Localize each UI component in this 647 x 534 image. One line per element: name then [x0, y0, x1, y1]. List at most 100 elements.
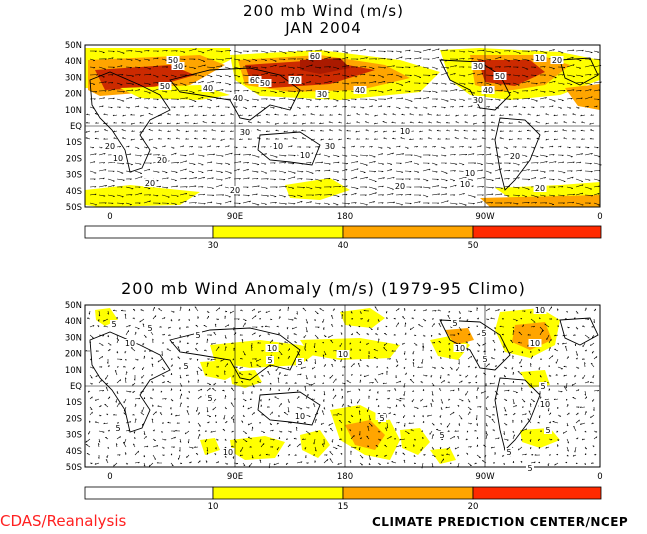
contour-label: 10 — [300, 151, 310, 160]
wind-vector-head — [379, 422, 381, 424]
wind-vector-head — [345, 168, 348, 171]
wind-vector-head — [579, 406, 582, 408]
wind-vector — [359, 106, 365, 109]
wind-vector-head — [445, 187, 448, 189]
wind-vector-head — [314, 376, 316, 379]
wind-vector-head — [159, 185, 162, 188]
wind-vector-head — [581, 192, 584, 195]
wind-vector-head — [157, 50, 159, 53]
wind-vector-head — [349, 459, 352, 462]
wind-vector-head — [103, 325, 106, 327]
contour-label: 40 — [483, 86, 493, 95]
wind-vector-head — [408, 49, 411, 52]
contour-label-bg — [480, 329, 488, 337]
wind-vector-head — [292, 163, 295, 165]
wind-vector — [224, 57, 232, 60]
wind-vector-head — [221, 89, 224, 91]
wind-vector-head — [554, 130, 556, 133]
wind-vector-head — [270, 387, 272, 390]
wind-vector — [359, 146, 365, 148]
wind-vector-head — [577, 437, 579, 440]
wind-vector — [403, 382, 406, 388]
wind-vector — [530, 325, 535, 328]
wind-vector-head — [310, 383, 313, 386]
wind-vector — [584, 390, 587, 396]
wind-vector-head — [336, 50, 339, 53]
wind-vector-head — [367, 425, 369, 428]
wind-vector-head — [453, 334, 456, 336]
wind-vector-head — [585, 349, 587, 352]
wind-vector-head — [220, 179, 223, 181]
wind-vector-head — [412, 359, 414, 361]
wind-vector-head — [540, 358, 543, 361]
wind-vector-head — [536, 137, 539, 140]
wind-vector — [458, 162, 465, 165]
wind-vector-head — [130, 50, 133, 52]
wind-vector-head — [573, 334, 575, 336]
wind-vector — [518, 331, 523, 336]
wind-vector — [141, 406, 145, 413]
wind-vector-head — [259, 421, 261, 424]
wind-vector-head — [390, 436, 392, 438]
wind-vector — [575, 66, 581, 69]
wind-vector — [566, 74, 575, 77]
wind-vector-head — [188, 391, 190, 393]
wind-vector — [490, 318, 496, 320]
wind-vector — [251, 170, 259, 173]
wind-vector-head — [537, 421, 540, 424]
wind-vector-head — [280, 353, 283, 355]
wind-vector-head — [346, 137, 349, 139]
wind-vector — [260, 106, 266, 109]
wind-vector — [305, 58, 314, 62]
wind-vector-head — [133, 443, 135, 445]
wind-vector-head — [585, 448, 587, 450]
wind-vector — [386, 169, 392, 172]
wind-vector — [116, 379, 121, 384]
wind-vector-head — [449, 462, 452, 465]
wind-vector-head — [101, 356, 103, 358]
wind-vector-head — [144, 355, 146, 358]
wind-vector — [509, 350, 514, 354]
wind-vector — [224, 194, 231, 198]
wind-vector-head — [166, 122, 169, 125]
wind-vector — [89, 193, 97, 196]
wind-vector-head — [478, 333, 481, 336]
wind-vector-head — [247, 50, 249, 53]
wind-vector-head — [336, 414, 339, 416]
wind-vector — [260, 186, 268, 189]
wind-vector-head — [120, 58, 123, 61]
wind-vector — [458, 176, 467, 180]
wind-vector-head — [392, 81, 394, 84]
wind-vector-head — [301, 171, 304, 173]
wind-vector-head — [229, 177, 231, 179]
contour-label-bg — [171, 62, 185, 70]
wind-vector — [260, 202, 267, 205]
wind-vector — [278, 50, 287, 54]
wind-vector-head — [470, 311, 472, 313]
wind-vector — [476, 201, 483, 204]
wind-vector-head — [312, 367, 314, 370]
wind-vector-head — [196, 342, 198, 345]
wind-vector-head — [548, 388, 551, 391]
wind-vector — [212, 406, 217, 411]
wind-vector-head — [368, 463, 371, 466]
wind-vector-head — [580, 423, 582, 425]
wind-vector-head — [446, 72, 449, 75]
wind-vector — [449, 65, 457, 68]
wind-vector-head — [556, 382, 559, 385]
wind-vector-head — [251, 346, 253, 348]
wind-vector — [242, 168, 249, 172]
wind-vector-head — [265, 153, 267, 155]
wind-vector — [418, 122, 424, 124]
wind-vector-head — [188, 421, 191, 423]
contour-label-bg — [533, 306, 547, 314]
wind-vector-head — [375, 58, 378, 60]
wind-vector — [314, 418, 317, 424]
wind-vector-head — [412, 390, 414, 392]
wind-vector-head — [335, 105, 337, 108]
wind-vector — [215, 74, 222, 77]
wind-vector — [196, 370, 199, 376]
wind-vector-head — [270, 319, 273, 321]
wind-vector — [584, 411, 587, 416]
